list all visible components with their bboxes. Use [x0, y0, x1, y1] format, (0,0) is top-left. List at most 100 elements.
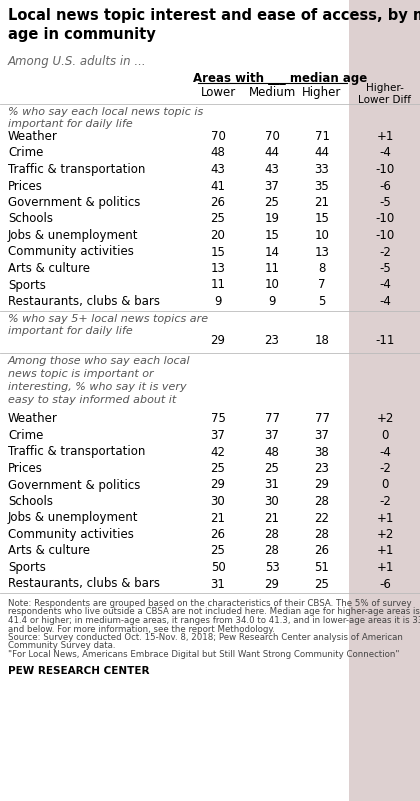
Text: Traffic & transportation: Traffic & transportation	[8, 445, 145, 458]
Text: -4: -4	[379, 445, 391, 458]
Text: +2: +2	[376, 413, 394, 425]
Text: Note: Respondents are grouped based on the characteristics of their CBSA. The 5%: Note: Respondents are grouped based on t…	[8, 599, 412, 608]
Text: -5: -5	[379, 196, 391, 209]
Text: Crime: Crime	[8, 429, 43, 442]
Text: respondents who live outside a CBSA are not included here. Median age for higher: respondents who live outside a CBSA are …	[8, 607, 420, 617]
Text: Jobs & unemployment: Jobs & unemployment	[8, 512, 139, 525]
Text: 25: 25	[265, 196, 279, 209]
Text: Jobs & unemployment: Jobs & unemployment	[8, 229, 139, 242]
Text: 51: 51	[315, 561, 329, 574]
Text: 25: 25	[265, 462, 279, 475]
Text: 31: 31	[265, 478, 279, 492]
Text: 11: 11	[265, 262, 279, 275]
Text: 29: 29	[210, 335, 226, 348]
Text: 37: 37	[315, 429, 329, 442]
Text: 0: 0	[381, 478, 388, 492]
Text: 41.4 or higher; in medium-age areas, it ranges from 34.0 to 41.3, and in lower-a: 41.4 or higher; in medium-age areas, it …	[8, 616, 420, 625]
Text: 30: 30	[210, 495, 226, 508]
Text: Weather: Weather	[8, 130, 58, 143]
Text: 48: 48	[265, 445, 279, 458]
Text: -11: -11	[375, 335, 395, 348]
Text: 50: 50	[210, 561, 226, 574]
Text: Areas with ___ median age: Areas with ___ median age	[193, 72, 367, 85]
Text: 33: 33	[315, 163, 329, 176]
Text: 25: 25	[315, 578, 329, 590]
Text: Higher-
Lower Diff: Higher- Lower Diff	[359, 83, 412, 105]
Text: "For Local News, Americans Embrace Digital but Still Want Strong Community Conne: "For Local News, Americans Embrace Digit…	[8, 650, 399, 659]
Text: +1: +1	[376, 512, 394, 525]
Text: 37: 37	[210, 429, 226, 442]
Text: 21: 21	[210, 512, 226, 525]
Text: Government & politics: Government & politics	[8, 196, 140, 209]
Text: Higher: Higher	[302, 86, 342, 99]
Text: +1: +1	[376, 545, 394, 557]
Text: 37: 37	[265, 429, 279, 442]
Text: 26: 26	[210, 196, 226, 209]
Text: % who say each local news topic is
important for daily life: % who say each local news topic is impor…	[8, 107, 203, 129]
Text: 31: 31	[210, 578, 226, 590]
Text: 15: 15	[265, 229, 279, 242]
Text: -4: -4	[379, 295, 391, 308]
Text: 75: 75	[210, 413, 226, 425]
Text: 48: 48	[210, 147, 226, 159]
Text: 19: 19	[265, 212, 279, 226]
Text: 41: 41	[210, 179, 226, 192]
Text: Restaurants, clubs & bars: Restaurants, clubs & bars	[8, 578, 160, 590]
Text: 43: 43	[265, 163, 279, 176]
Text: % who say 5+ local news topics are
important for daily life: % who say 5+ local news topics are impor…	[8, 315, 208, 336]
Text: 8: 8	[318, 262, 326, 275]
Text: +2: +2	[376, 528, 394, 541]
Text: 44: 44	[315, 147, 330, 159]
Text: -10: -10	[375, 212, 395, 226]
Text: Schools: Schools	[8, 212, 53, 226]
Text: Restaurants, clubs & bars: Restaurants, clubs & bars	[8, 295, 160, 308]
Text: 21: 21	[265, 512, 279, 525]
Text: 5: 5	[318, 295, 326, 308]
Text: -2: -2	[379, 495, 391, 508]
Text: 15: 15	[315, 212, 329, 226]
Text: 13: 13	[210, 262, 226, 275]
Text: 10: 10	[315, 229, 329, 242]
Text: Medium: Medium	[248, 86, 296, 99]
Text: 23: 23	[265, 335, 279, 348]
Text: Government & politics: Government & politics	[8, 478, 140, 492]
Text: Arts & culture: Arts & culture	[8, 262, 90, 275]
Text: +1: +1	[376, 130, 394, 143]
Text: Sports: Sports	[8, 561, 46, 574]
Text: 26: 26	[210, 528, 226, 541]
Text: Weather: Weather	[8, 413, 58, 425]
Text: Sports: Sports	[8, 279, 46, 292]
Text: Community activities: Community activities	[8, 528, 134, 541]
Text: 22: 22	[315, 512, 330, 525]
Text: 14: 14	[265, 245, 279, 259]
Text: Lower: Lower	[200, 86, 236, 99]
Text: 38: 38	[315, 445, 329, 458]
Text: Community Survey data.: Community Survey data.	[8, 642, 116, 650]
Text: 35: 35	[315, 179, 329, 192]
Text: 29: 29	[315, 478, 330, 492]
Text: 25: 25	[210, 545, 226, 557]
Text: 9: 9	[268, 295, 276, 308]
Text: Arts & culture: Arts & culture	[8, 545, 90, 557]
Text: 25: 25	[210, 212, 226, 226]
Text: 23: 23	[315, 462, 329, 475]
Text: +1: +1	[376, 561, 394, 574]
Text: Local news topic interest and ease of access, by median
age in community: Local news topic interest and ease of ac…	[8, 8, 420, 42]
Text: Among U.S. adults in ...: Among U.S. adults in ...	[8, 55, 147, 68]
Bar	[349, 0, 420, 801]
Text: 53: 53	[265, 561, 279, 574]
Text: -4: -4	[379, 147, 391, 159]
Text: -2: -2	[379, 462, 391, 475]
Text: 0: 0	[381, 429, 388, 442]
Text: Among those who say each local
news topic is important or
interesting, % who say: Among those who say each local news topi…	[8, 356, 191, 405]
Text: 15: 15	[210, 245, 226, 259]
Text: 28: 28	[315, 528, 329, 541]
Text: 77: 77	[315, 413, 330, 425]
Text: -4: -4	[379, 279, 391, 292]
Text: 9: 9	[214, 295, 222, 308]
Text: 28: 28	[265, 528, 279, 541]
Text: 70: 70	[265, 130, 279, 143]
Text: -6: -6	[379, 578, 391, 590]
Text: 29: 29	[210, 478, 226, 492]
Text: 13: 13	[315, 245, 329, 259]
